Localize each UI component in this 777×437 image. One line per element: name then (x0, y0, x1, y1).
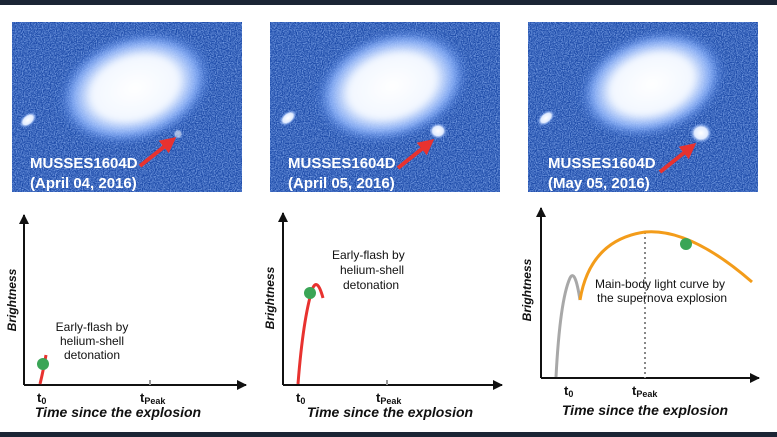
tick-label: tPeak (376, 390, 402, 406)
arrow (396, 139, 435, 170)
image-2: MUSSES1604D (April 05, 2016) (270, 22, 500, 192)
annotation: Early-flash by (56, 320, 129, 334)
image-3: MUSSES1604D (May 05, 2016) (528, 22, 758, 192)
observation-point (304, 287, 316, 299)
x-axis-label: Time since the explosion (307, 404, 473, 420)
object-name: MUSSES1604D (288, 155, 396, 172)
main-curve (578, 230, 753, 301)
plot-3: Brightness Time since the explosion t0 t… (520, 207, 760, 418)
plot-1: Brightness Time since the explosion t0 t… (5, 214, 247, 420)
tick-label: t0 (564, 383, 573, 399)
object-name: MUSSES1604D (548, 155, 656, 172)
date: (April 04, 2016) (30, 175, 137, 192)
x-axis-label: Time since the explosion (35, 404, 201, 420)
top-border (0, 0, 777, 5)
early-flash-curve (554, 274, 582, 378)
annotation: the supernova explosion (597, 291, 727, 305)
light-curve (296, 283, 325, 385)
annotation: detonation (64, 348, 120, 362)
y-axis-label: Brightness (263, 266, 277, 329)
date: (April 05, 2016) (288, 175, 395, 192)
image-1: MUSSES1604D (April 04, 2016) (12, 22, 242, 192)
observation-point (37, 358, 49, 370)
observation-point (680, 238, 692, 250)
y-axis-label: Brightness (5, 268, 19, 331)
y-axis-label: Brightness (520, 258, 534, 321)
annotation: detonation (343, 278, 399, 292)
annotation: helium-shell (60, 334, 124, 348)
annotation: Early-flash by (332, 248, 405, 262)
bottom-border (0, 432, 777, 437)
tick-label: tPeak (632, 383, 658, 399)
tick-label: tPeak (140, 390, 166, 406)
object-name: MUSSES1604D (30, 155, 138, 172)
arrow (138, 137, 177, 168)
light-curve (38, 354, 48, 385)
tick-label: t0 (37, 390, 46, 406)
annotation: Main-body light curve by (595, 277, 725, 291)
date: (May 05, 2016) (548, 175, 650, 192)
x-axis-label: Time since the explosion (562, 402, 728, 418)
arrow (658, 143, 697, 174)
tick-label: t0 (296, 390, 305, 406)
plot-2: Brightness Time since the explosion t0 t… (263, 212, 503, 420)
annotation: helium-shell (340, 263, 404, 277)
